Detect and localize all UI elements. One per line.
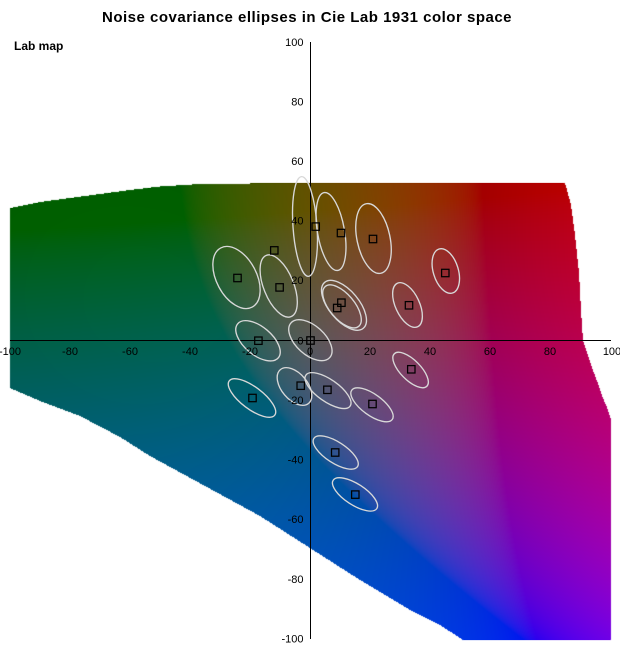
svg-text:0: 0 — [307, 346, 313, 358]
svg-text:100: 100 — [285, 37, 303, 49]
svg-text:-60: -60 — [288, 514, 304, 526]
svg-text:-20: -20 — [242, 346, 258, 358]
svg-text:20: 20 — [364, 346, 376, 358]
svg-text:100: 100 — [603, 346, 620, 358]
svg-text:40: 40 — [424, 346, 436, 358]
svg-text:-80: -80 — [62, 346, 78, 358]
svg-text:-40: -40 — [288, 455, 304, 467]
svg-text:40: 40 — [291, 216, 303, 228]
svg-text:20: 20 — [291, 275, 303, 287]
svg-text:-80: -80 — [288, 574, 304, 586]
svg-text:60: 60 — [484, 346, 496, 358]
svg-text:-60: -60 — [122, 346, 138, 358]
svg-text:60: 60 — [291, 156, 303, 168]
svg-text:-40: -40 — [182, 346, 198, 358]
svg-text:0: 0 — [297, 336, 303, 348]
svg-text:-100: -100 — [281, 634, 303, 646]
svg-text:-100: -100 — [0, 346, 21, 358]
svg-text:80: 80 — [291, 97, 303, 109]
svg-text:-20: -20 — [288, 395, 304, 407]
svg-text:80: 80 — [544, 346, 556, 358]
